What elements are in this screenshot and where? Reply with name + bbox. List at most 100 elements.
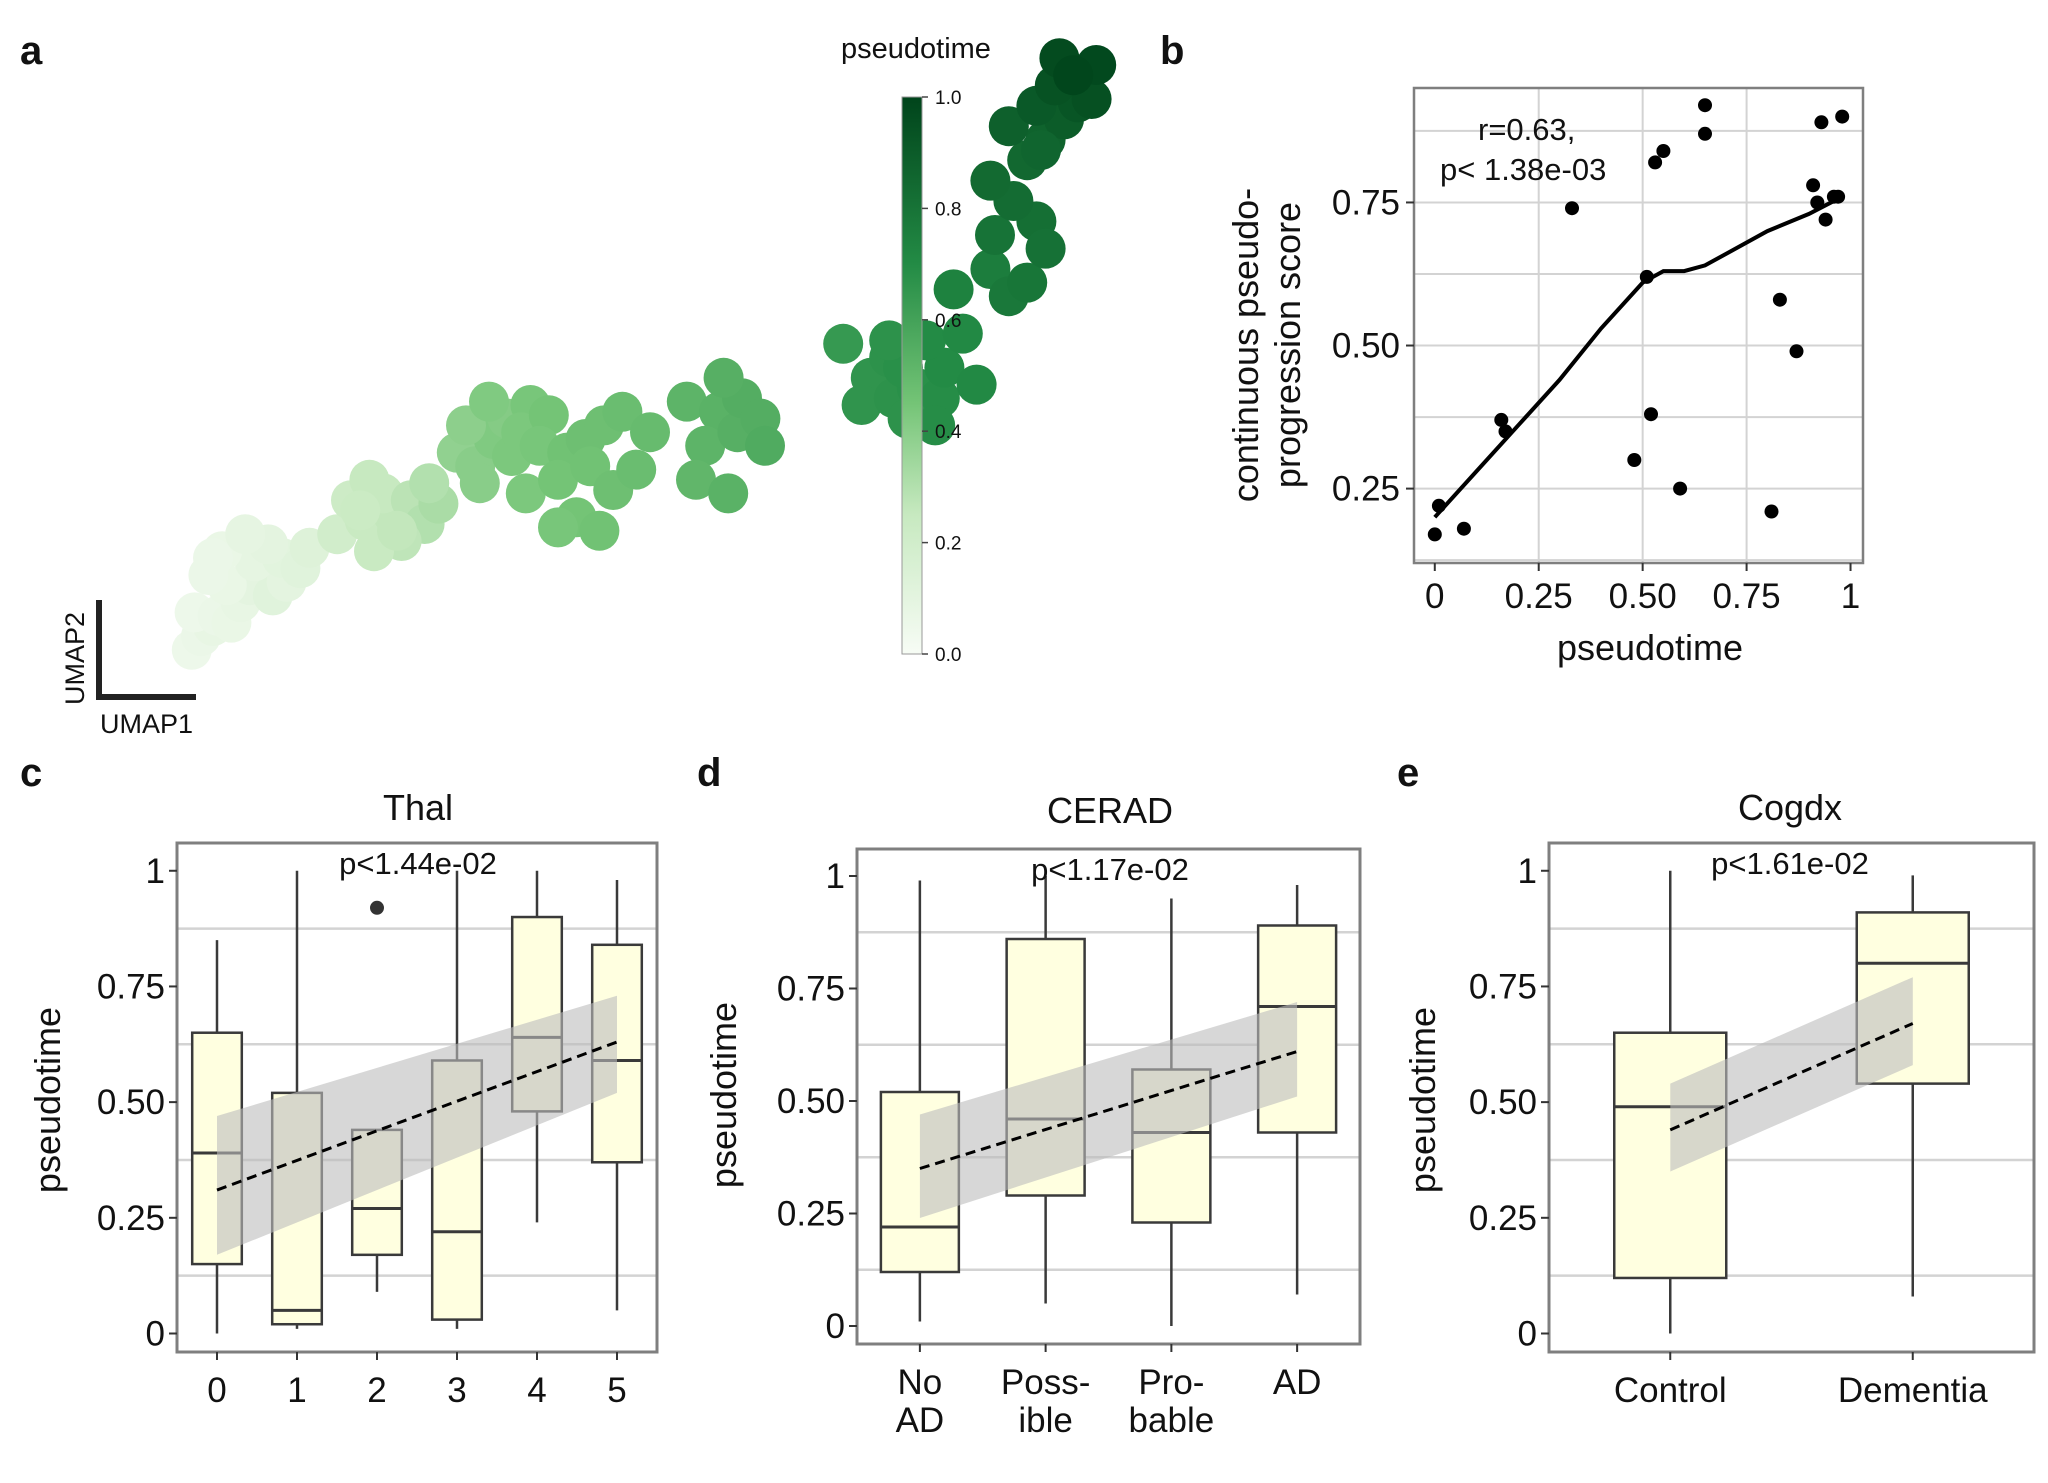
scatter-frame [1412,86,1865,565]
thal-boxplot-panel: Thal 0 0.25 0.50 0.75 1 0 1 2 3 4 5 pseudotime p<1… [27,787,659,1410]
umap-point [841,385,882,425]
umap-point [823,323,864,364]
thal-y-tick-label: 0.75 [97,967,165,1006]
umap-point [505,473,546,514]
scatter-x-label: pseudotime [1557,627,1743,668]
scatter-point [1698,126,1712,141]
cogdx-x-tick-label: Dementia [1838,1371,1988,1410]
scatter-point [1494,412,1509,427]
umap-point [975,215,1015,255]
cerad-y-tick-label: 0.50 [777,1082,845,1121]
umap-point [666,381,707,422]
umap-point [459,463,500,504]
scatter-point [1810,195,1825,210]
cogdx-p-value: p<1.61e-02 [1711,846,1869,881]
scatter-point [1456,521,1471,536]
scatter-point [1789,344,1804,359]
umap-point [676,459,716,500]
scatter-point [1835,109,1850,124]
thal-y-tick-label: 0.50 [97,1083,165,1122]
thal-title: Thal [383,787,453,828]
cogdx-x-tick-label: Control [1614,1371,1727,1410]
umap-point [528,395,569,436]
umap-points [171,38,1117,670]
cogdx-y-tick-label: 0.50 [1469,1083,1537,1122]
thal-x-tick-label: 0 [207,1371,226,1410]
umap-point [745,425,785,466]
thal-y-tick-label: 0 [146,1314,165,1353]
thal-x-tick-label: 3 [447,1371,466,1410]
cogdx-frame [1547,841,2036,1354]
cogdx-y-tick-label: 0 [1518,1314,1537,1353]
cerad-fit-line [919,1050,1298,1170]
thal-p-value: p<1.44e-02 [339,846,497,881]
umap-point [933,269,974,310]
scatter-point [1656,144,1671,158]
scatter-point [1431,498,1446,513]
scatter-annotation-p: p< 1.38e-03 [1440,152,1606,187]
umap-point [915,405,956,446]
scatter-point [1698,98,1712,113]
colorbar-title: pseudotime [841,33,991,65]
cerad-y-label: pseudotime [703,1002,744,1188]
thal-y-tick-label: 0.25 [97,1199,165,1238]
panel-letter-e: e [1397,751,1419,795]
thal-confidence-band [217,995,617,1255]
cogdx-boxplot-panel: Cogdx 0 0.25 0.50 0.75 1 Control Dementia pseu… [1402,787,2036,1410]
scatter-point [1806,178,1821,193]
umap-axes-arrows [96,600,196,700]
umap-point [579,510,620,551]
umap-point [225,514,266,555]
scatter-point [1639,269,1654,284]
scatter-x-tick-label: 0 [1425,577,1444,616]
scatter-y-label-line1: continuous pseudo- [1225,188,1266,502]
panel-letter-a: a [20,29,43,73]
scatter-trend-line [1433,194,1844,519]
cogdx-y-tick-label: 0.75 [1469,967,1537,1006]
umap-point [538,507,578,548]
cerad-x-tick-label: bable [1129,1401,1215,1440]
umap-point [1025,228,1066,269]
cerad-x-tick-label: ible [1018,1401,1072,1440]
umap-point [1021,130,1061,170]
scatter-panel: 0 0.25 0.50 0.75 1 0.25 0.50 0.75 pseudotime co… [1225,86,1865,668]
cogdx-fit-line [1669,1022,1914,1132]
thal-x-tick-label: 5 [607,1371,626,1410]
cerad-title: CERAD [1047,790,1173,831]
panel-letter-c: c [20,751,42,795]
colorbar [901,96,923,655]
umap-point [538,459,578,500]
umap-point [616,449,657,490]
umap-x-label: UMAP1 [100,709,193,739]
umap-point [602,391,643,432]
umap-panel: UMAP1 UMAP2 pseudotime 1.0 0.8 0.6 0.4 0.2 0.… [60,33,1117,739]
scatter-point [1498,424,1513,439]
umap-point [942,313,983,354]
scatter-point [1764,504,1779,519]
cerad-x-tick-label: AD [896,1401,945,1440]
scatter-point [1648,155,1663,170]
umap-point [349,459,390,500]
scatter-x-tick-label: 0.75 [1713,577,1781,616]
colorbar-tick-label: 0.4 [935,422,962,443]
scatter-point [1673,481,1688,496]
umap-point [1053,55,1094,96]
scatter-point [1818,212,1833,227]
umap-point [685,425,726,466]
colorbar-tick-label: 0.6 [935,311,961,332]
scatter-y-tick-label: 0.50 [1332,327,1400,366]
thal-frame [175,841,659,1354]
cerad-y-tick-label: 0 [826,1307,845,1346]
umap-point [630,412,670,453]
cogdx-y-tick-label: 1 [1518,852,1537,891]
scatter-point [1427,527,1442,542]
scatter-point [1772,292,1787,307]
umap-point [703,357,744,398]
scatter-annotation-r: r=0.63, [1478,112,1575,147]
thal-x-tick-label: 4 [527,1371,546,1410]
thal-outlier [370,900,384,915]
thal-y-tick-label: 1 [146,852,165,891]
cerad-y-tick-label: 1 [826,857,845,896]
colorbar-ticks: 1.0 0.8 0.6 0.4 0.2 0.0 [922,88,962,666]
